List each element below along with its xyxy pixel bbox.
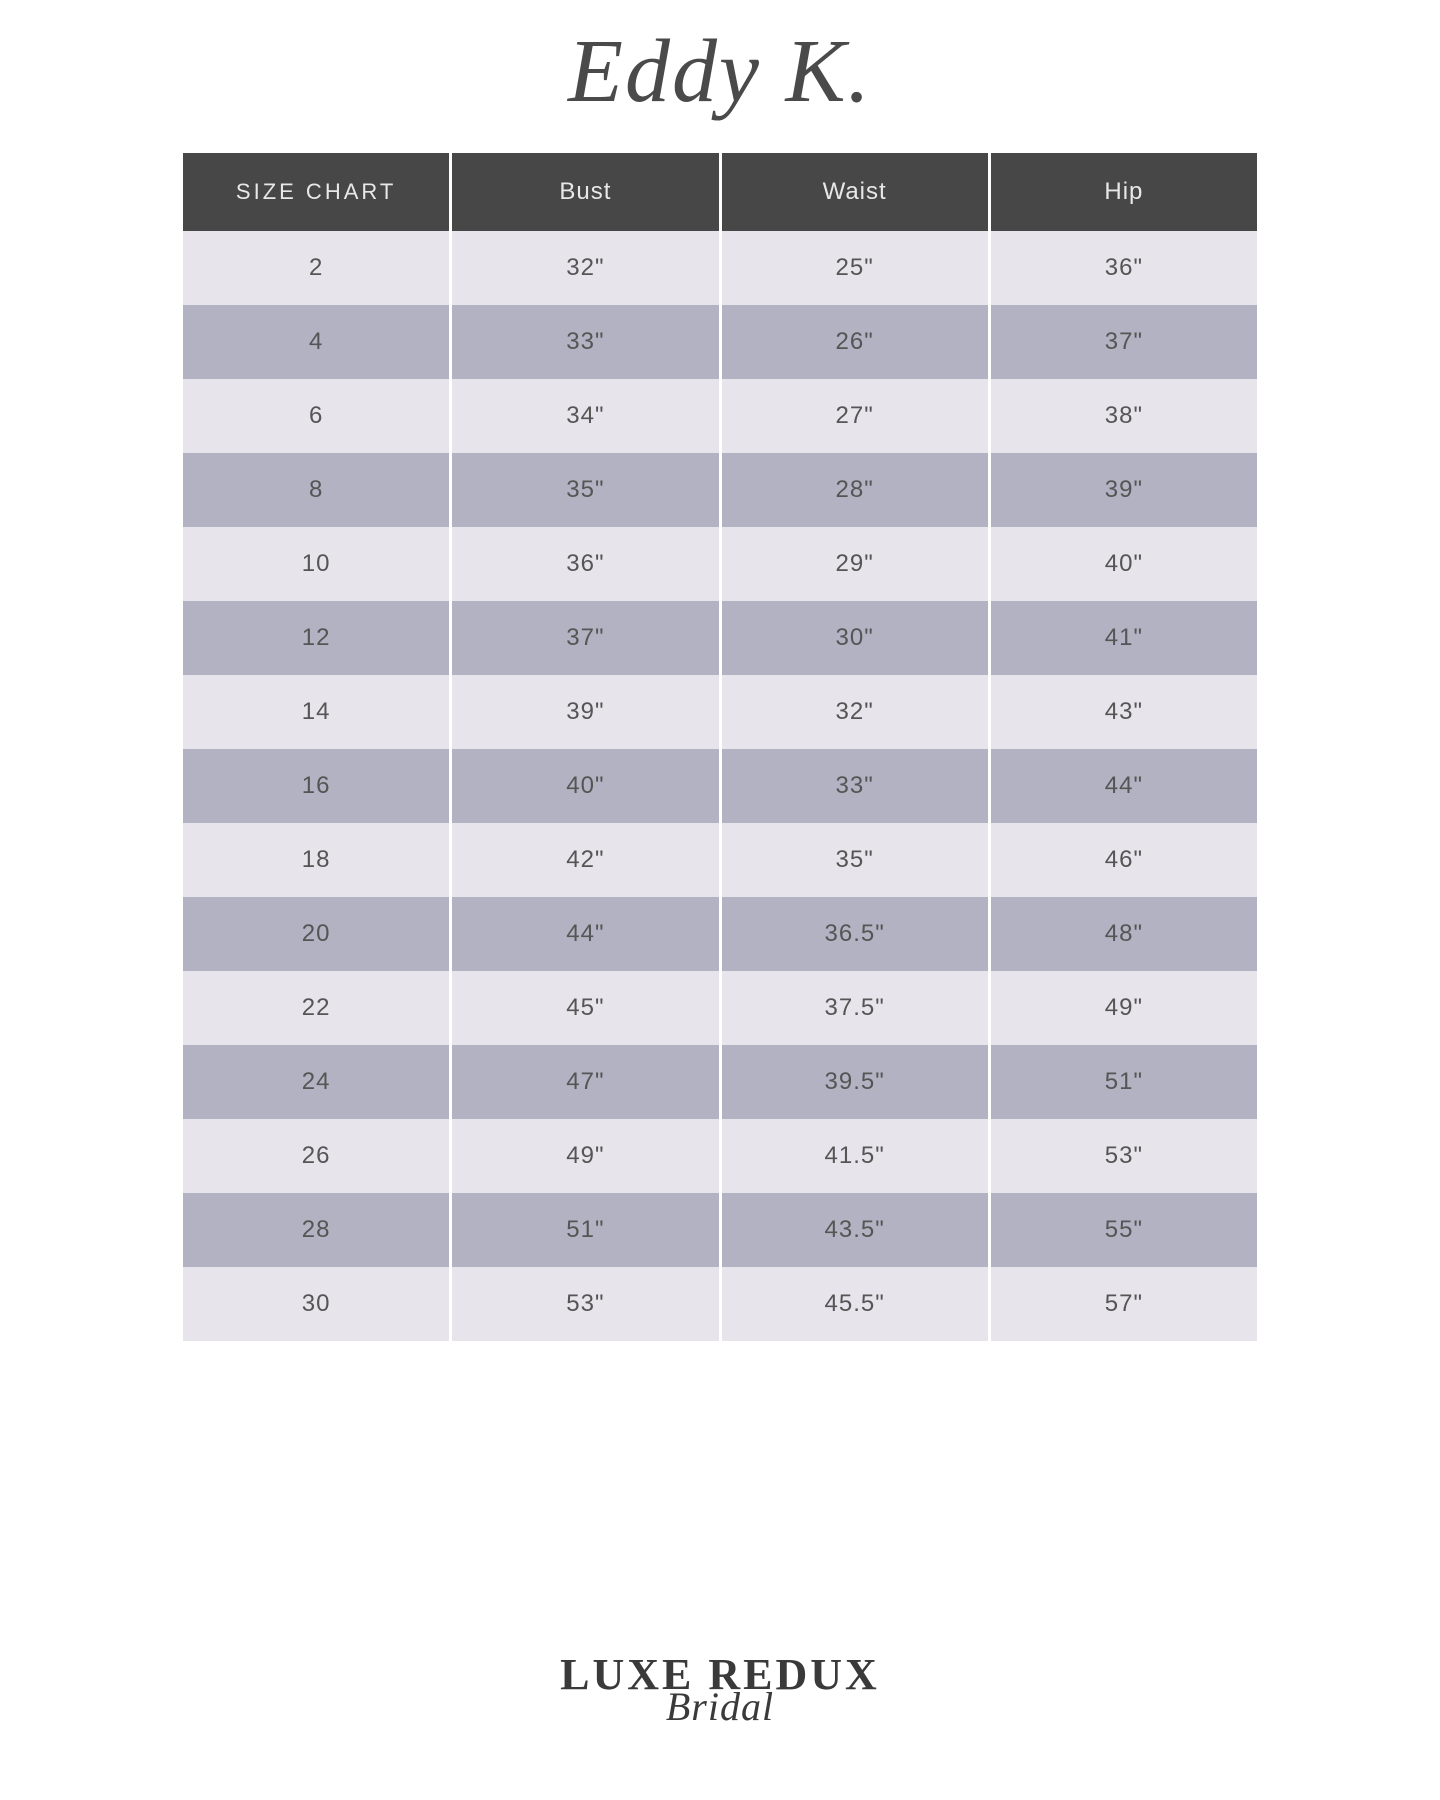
table-header: SIZE CHART Bust Waist Hip	[183, 153, 1257, 231]
table-row: 1640"33"44"	[183, 749, 1257, 823]
table-cell: 47"	[452, 1045, 718, 1119]
table-row: 1842"35"46"	[183, 823, 1257, 897]
size-chart-table: SIZE CHART Bust Waist Hip 232"25"36"433"…	[180, 153, 1260, 1341]
table-cell: 28"	[722, 453, 988, 527]
table-cell: 32"	[722, 675, 988, 749]
table-cell: 44"	[452, 897, 718, 971]
table-cell: 38"	[991, 379, 1257, 453]
table-row: 2851"43.5"55"	[183, 1193, 1257, 1267]
table-body: 232"25"36"433"26"37"634"27"38"835"28"39"…	[183, 231, 1257, 1341]
table-cell: 57"	[991, 1267, 1257, 1341]
table-cell: 35"	[452, 453, 718, 527]
col-header-hip: Hip	[991, 153, 1257, 231]
table-cell: 45.5"	[722, 1267, 988, 1341]
table-cell: 53"	[452, 1267, 718, 1341]
table-cell: 48"	[991, 897, 1257, 971]
table-cell: 32"	[452, 231, 718, 305]
table-cell: 30"	[722, 601, 988, 675]
table-cell: 43.5"	[722, 1193, 988, 1267]
table-cell: 36"	[452, 527, 718, 601]
table-row: 2447"39.5"51"	[183, 1045, 1257, 1119]
table-cell: 53"	[991, 1119, 1257, 1193]
table-cell: 41.5"	[722, 1119, 988, 1193]
brand-header: Eddy K.	[568, 20, 872, 123]
table-cell: 39"	[452, 675, 718, 749]
table-cell: 49"	[452, 1119, 718, 1193]
table-row: 1237"30"41"	[183, 601, 1257, 675]
table-cell: 42"	[452, 823, 718, 897]
table-row: 3053"45.5"57"	[183, 1267, 1257, 1341]
table-cell: 20	[183, 897, 449, 971]
table-cell: 26	[183, 1119, 449, 1193]
table-cell: 40"	[452, 749, 718, 823]
table-cell: 8	[183, 453, 449, 527]
table-cell: 37.5"	[722, 971, 988, 1045]
table-cell: 33"	[722, 749, 988, 823]
table-cell: 28	[183, 1193, 449, 1267]
footer-logo-line2: Bridal	[0, 1683, 1440, 1730]
table-row: 2649"41.5"53"	[183, 1119, 1257, 1193]
table-header-row: SIZE CHART Bust Waist Hip	[183, 153, 1257, 231]
col-header-bust: Bust	[452, 153, 718, 231]
table-cell: 18	[183, 823, 449, 897]
table-row: 1439"32"43"	[183, 675, 1257, 749]
table-cell: 22	[183, 971, 449, 1045]
table-cell: 36"	[991, 231, 1257, 305]
table-row: 835"28"39"	[183, 453, 1257, 527]
table-cell: 14	[183, 675, 449, 749]
table-cell: 43"	[991, 675, 1257, 749]
table-row: 634"27"38"	[183, 379, 1257, 453]
table-cell: 51"	[991, 1045, 1257, 1119]
table-cell: 33"	[452, 305, 718, 379]
table-cell: 40"	[991, 527, 1257, 601]
table-cell: 36.5"	[722, 897, 988, 971]
table-cell: 55"	[991, 1193, 1257, 1267]
col-header-size: SIZE CHART	[183, 153, 449, 231]
table-row: 433"26"37"	[183, 305, 1257, 379]
table-cell: 46"	[991, 823, 1257, 897]
table-cell: 26"	[722, 305, 988, 379]
table-cell: 4	[183, 305, 449, 379]
table-cell: 12	[183, 601, 449, 675]
table-cell: 2	[183, 231, 449, 305]
size-chart-container: SIZE CHART Bust Waist Hip 232"25"36"433"…	[180, 153, 1260, 1341]
table-cell: 49"	[991, 971, 1257, 1045]
table-cell: 27"	[722, 379, 988, 453]
table-row: 1036"29"40"	[183, 527, 1257, 601]
table-cell: 39.5"	[722, 1045, 988, 1119]
table-cell: 6	[183, 379, 449, 453]
table-cell: 10	[183, 527, 449, 601]
table-cell: 34"	[452, 379, 718, 453]
footer-logo: LUXE REDUX Bridal	[0, 1653, 1440, 1730]
table-cell: 37"	[452, 601, 718, 675]
table-cell: 41"	[991, 601, 1257, 675]
table-row: 2245"37.5"49"	[183, 971, 1257, 1045]
page: Eddy K. SIZE CHART Bust Waist Hip 232"25…	[0, 0, 1440, 1800]
table-cell: 25"	[722, 231, 988, 305]
col-header-waist: Waist	[722, 153, 988, 231]
table-cell: 51"	[452, 1193, 718, 1267]
table-cell: 29"	[722, 527, 988, 601]
table-cell: 24	[183, 1045, 449, 1119]
table-row: 232"25"36"	[183, 231, 1257, 305]
table-row: 2044"36.5"48"	[183, 897, 1257, 971]
table-cell: 16	[183, 749, 449, 823]
table-cell: 30	[183, 1267, 449, 1341]
table-cell: 44"	[991, 749, 1257, 823]
table-cell: 37"	[991, 305, 1257, 379]
table-cell: 39"	[991, 453, 1257, 527]
table-cell: 45"	[452, 971, 718, 1045]
table-cell: 35"	[722, 823, 988, 897]
